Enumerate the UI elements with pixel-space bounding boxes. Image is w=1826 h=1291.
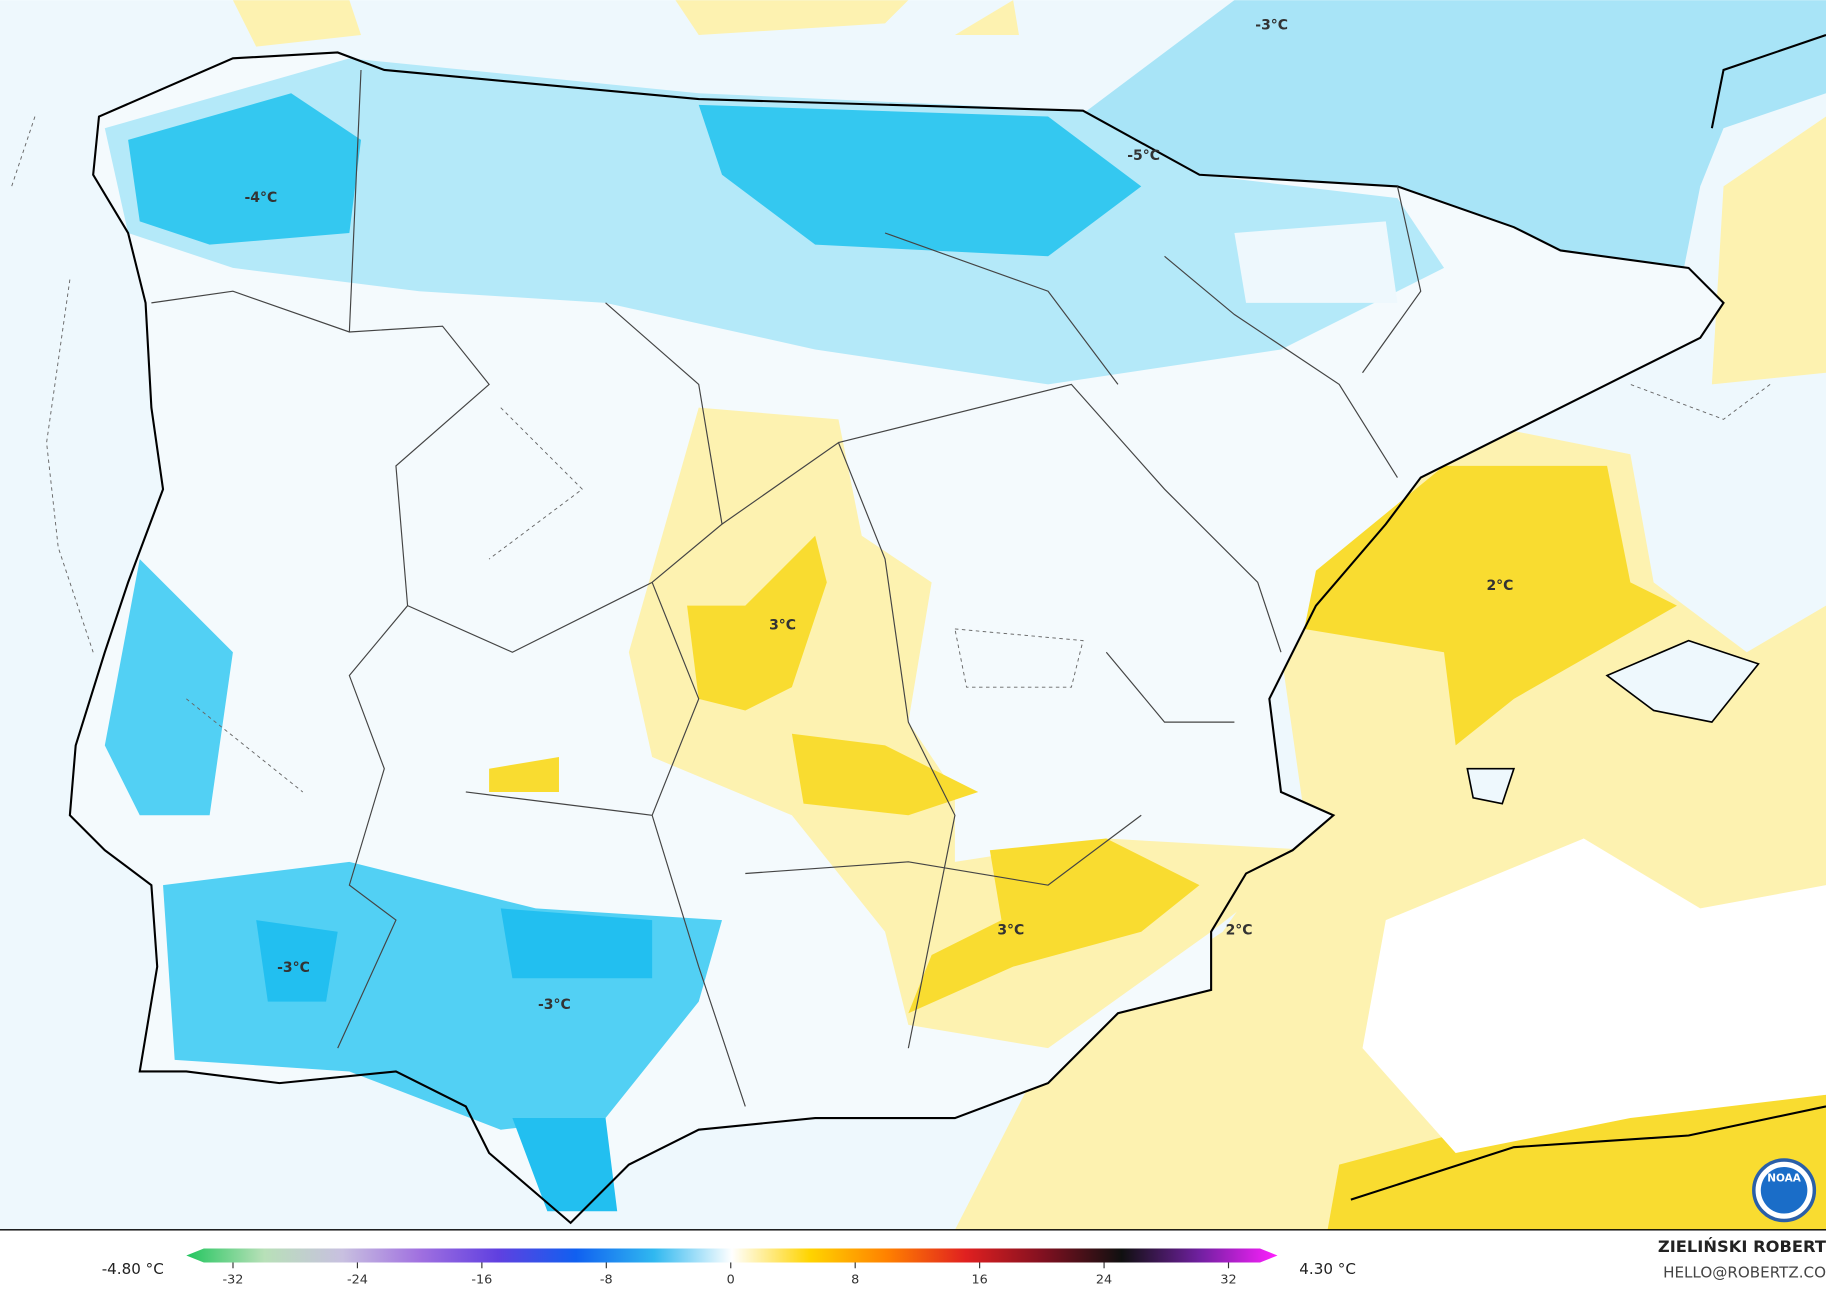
contour-label: -3°C xyxy=(277,960,310,976)
map-area xyxy=(0,0,1826,1230)
colorbar-tick-label: 24 xyxy=(1096,1272,1112,1287)
colorbar-max: 4.30 °C xyxy=(1299,1260,1356,1278)
colorbar-tick-label: 8 xyxy=(851,1272,859,1287)
contour-label: -3°C xyxy=(1255,18,1288,34)
contour-label: 2°C xyxy=(1486,578,1513,594)
colorbar-gradient xyxy=(186,1248,1278,1263)
email: HELLO@ROBERTZ.CO xyxy=(1663,1263,1826,1281)
colorbar-tick-label: 0 xyxy=(727,1272,735,1287)
contour-label: -4°C xyxy=(244,190,277,206)
contour-label: 3°C xyxy=(997,923,1024,939)
colorbar-tick-label: -32 xyxy=(223,1272,244,1287)
colorbar-tick-label: 32 xyxy=(1220,1272,1236,1287)
contour-label: -5°C xyxy=(1127,148,1160,164)
colorbar-tick-label: -16 xyxy=(471,1272,492,1287)
contour-label: 3°C xyxy=(769,617,796,633)
colorbar-tick-label: -24 xyxy=(347,1272,368,1287)
logo-text: NOAA xyxy=(1767,1173,1801,1185)
contour-label: 2°C xyxy=(1226,923,1253,939)
colorbar: -4.80 °C 4.30 °C -32 -24 -16 -8 0 8 16 24 32 xyxy=(102,1248,1356,1287)
contour-labels: -3°C -4°C -5°C 3°C 2°C -3°C -3°C 3°C 2°C xyxy=(244,18,1513,1013)
colorbar-tick-label: -8 xyxy=(600,1272,613,1287)
colorbar-tick-label: 16 xyxy=(971,1272,987,1287)
contour-label: -3°C xyxy=(538,997,571,1013)
colorbar-min: -4.80 °C xyxy=(102,1260,164,1278)
author: ZIELIŃSKI ROBERT xyxy=(1658,1237,1826,1256)
logo: NOAA xyxy=(1752,1158,1817,1223)
